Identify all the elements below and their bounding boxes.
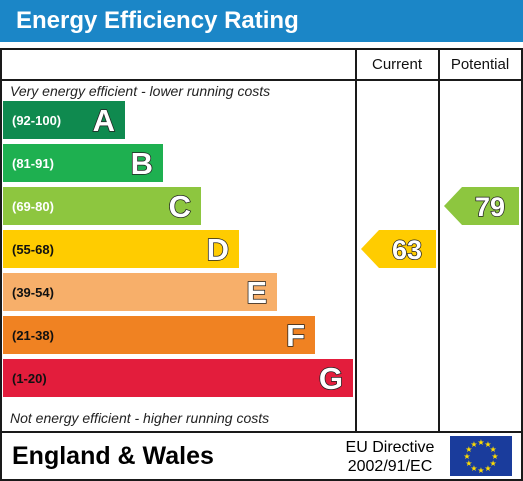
eu-flag-star: ★ [470,440,477,449]
band-e-bar [3,273,277,311]
band-f-bar [3,316,315,354]
band-e-letter: E [246,275,267,310]
eu-directive-line-1: EU Directive [345,439,435,456]
potential-rating-value: 79 [475,192,505,222]
eu-flag-star: ★ [463,452,470,461]
band-c-letter: C [169,189,191,224]
title-bar: Energy Efficiency Rating [0,0,523,42]
rating-bands: (92-100) A (81-91) B (69-80) C (55-68) D (39-54)… [3,101,353,397]
band-g-range: (1-20) [12,371,47,386]
band-d-bar [3,230,239,268]
current-rating-value: 63 [392,235,422,265]
eu-flag-star: ★ [465,459,472,468]
current-rating-arrow [361,230,436,268]
eu-flag: ★★★★★★★★★ ★ ★★ [450,436,512,476]
caption-not-efficient: Not energy efficient - higher running co… [10,410,270,426]
band-d-range: (55-68) [12,242,54,257]
band-f-range: (21-38) [12,328,54,343]
page-title: Energy Efficiency Rating [16,7,299,34]
potential-rating-arrow [444,187,519,225]
band-f-letter: F [286,318,305,353]
band-a-letter: A [93,103,115,138]
band-b-bar [3,144,163,182]
column-header-current: Current [371,56,423,73]
eu-flag-star: ★ [490,459,497,468]
eu-flag-star: ★ [484,440,491,449]
rating-chart: (92-100) A (81-91) B (69-80) C (55-68) D (39-54)… [0,48,523,481]
eu-flag-star: ★ [490,445,497,454]
band-e-range: (39-54) [12,285,54,300]
rating-arrows: 63 79 [361,187,519,268]
eu-flag-star: ★ [477,466,484,475]
eu-directive-line-2: 2002/91/EC [347,458,433,475]
column-header-potential: Potential [450,56,510,73]
chart-frame [0,48,523,481]
band-d-letter: D [207,232,229,267]
footer-country: England & Wales [12,442,214,470]
band-b-range: (81-91) [12,156,54,171]
eu-flag-star: ★ [465,445,472,454]
eu-flag-star: ★ [470,464,477,473]
eu-flag-star: ★ [491,452,498,461]
band-c-bar [3,187,201,225]
band-g-letter: G [319,361,343,396]
eu-flag-background [450,436,512,476]
chart-grid [0,48,523,481]
band-b-letter: B [131,146,153,181]
band-a-range: (92-100) [12,113,61,128]
caption-very-efficient: Very energy efficient - lower running co… [10,83,271,99]
band-c-range: (69-80) [12,199,54,214]
band-a-bar [3,101,125,139]
band-g-bar [3,359,353,397]
eu-flag-star: ★ [477,438,484,447]
eu-flag-star: ★ [484,464,491,473]
